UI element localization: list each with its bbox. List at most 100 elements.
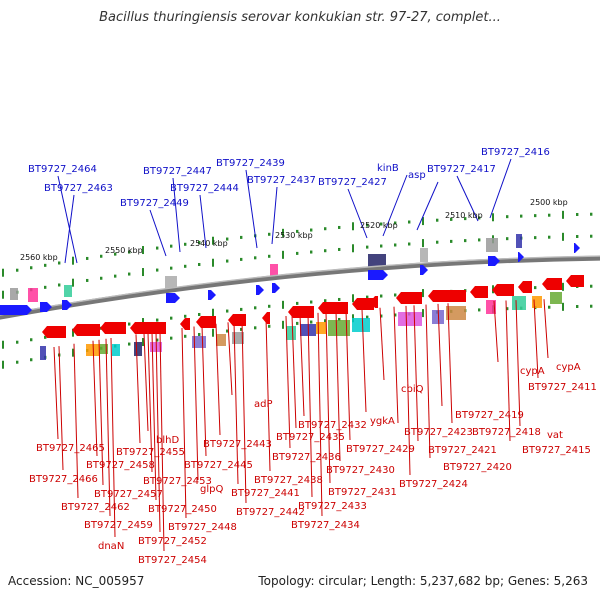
feature-box — [550, 292, 562, 304]
scale-tick — [324, 249, 327, 253]
scale-tick — [310, 300, 313, 304]
bottom-gene-label: BT9727_2411 — [528, 382, 597, 393]
kbp-label: 2550 kbp — [105, 246, 143, 255]
scale-tick — [212, 308, 214, 317]
feature-box — [232, 332, 244, 344]
feature-box — [165, 276, 177, 290]
scale-tick — [16, 360, 19, 364]
bottom-gene-label: BT9727_2431 — [328, 487, 397, 498]
top-gene-label: BT9727_2417 — [427, 164, 496, 175]
scale-tick — [30, 338, 33, 342]
bottom-gene-label: BT9727_2462 — [61, 502, 130, 513]
top-gene-label: BT9727_2437 — [247, 175, 316, 186]
forward-gene-arrow — [40, 302, 52, 312]
forward-gene-arrow — [574, 243, 580, 253]
feature-box — [516, 234, 522, 248]
accession-text: Accession: NC_005957 — [8, 574, 145, 588]
scale-tick — [282, 228, 284, 237]
scale-tick — [212, 236, 214, 245]
scale-tick — [156, 318, 159, 322]
scale-tick — [338, 297, 341, 301]
scale-tick — [44, 263, 47, 267]
scale-tick — [394, 243, 397, 247]
label-leader-line — [285, 315, 291, 449]
label-leader-line — [271, 186, 278, 245]
feature-box — [270, 264, 278, 278]
bottom-gene-label: BT9727_2441 — [231, 488, 300, 499]
scale-tick — [72, 348, 74, 357]
scale-tick — [184, 242, 187, 246]
bottom-gene-label: BT9727_2458 — [86, 460, 155, 471]
label-leader-line — [181, 328, 187, 519]
reverse-gene-arrow — [180, 318, 190, 330]
label-leader-line — [413, 305, 419, 442]
scale-tick — [534, 214, 537, 218]
feature-box — [446, 306, 466, 320]
label-leader-line — [493, 300, 499, 363]
label-leader-line — [347, 188, 368, 239]
bottom-gene-label: BT9727_2453 — [143, 476, 212, 487]
feature-box — [134, 342, 142, 356]
reverse-gene-arrow — [288, 306, 314, 318]
bottom-gene-label: BT9727_2420 — [443, 462, 512, 473]
bottom-gene-label: BT9727_2454 — [138, 555, 207, 566]
feature-box — [368, 254, 386, 268]
forward-gene-arrow — [256, 285, 264, 295]
label-leader-line — [393, 306, 399, 424]
scale-tick — [254, 306, 257, 310]
scale-tick — [58, 261, 61, 265]
bottom-gene-label: BT9727_2424 — [399, 479, 468, 490]
bottom-gene-label: BT9727_2418 — [472, 427, 541, 438]
label-leader-line — [215, 323, 221, 436]
reverse-gene-arrow — [470, 286, 488, 298]
scale-tick — [576, 212, 579, 216]
feature-box — [420, 248, 428, 262]
scale-tick — [156, 246, 159, 250]
scale-tick — [142, 338, 144, 347]
bottom-gene-label: BT9727_2455 — [116, 447, 185, 458]
scale-tick — [86, 278, 89, 282]
scale-tick — [282, 300, 284, 309]
top-gene-label: asp — [408, 170, 426, 181]
reverse-gene-arrow — [100, 322, 126, 334]
label-leader-line — [98, 339, 104, 486]
bottom-gene-label: BT9727_2434 — [291, 520, 360, 531]
bottom-gene-label: BT9727_2466 — [29, 474, 98, 485]
scale-tick — [366, 295, 369, 299]
scale-tick — [548, 305, 551, 309]
label-leader-line — [110, 337, 116, 538]
kbp-label: 2530 kbp — [275, 231, 313, 240]
top-gene-label: BT9727_2444 — [170, 183, 239, 194]
scale-tick — [352, 244, 354, 253]
bottom-gene-label: BT9727_2443 — [203, 439, 272, 450]
scale-tick — [268, 304, 271, 308]
scale-tick — [590, 284, 593, 288]
scale-tick — [422, 217, 424, 226]
scale-tick — [534, 236, 537, 240]
scale-tick — [506, 237, 509, 241]
scale-tick — [2, 290, 4, 299]
scale-tick — [114, 274, 117, 278]
scale-tick — [366, 315, 369, 319]
scale-tick — [562, 282, 564, 291]
scale-tick — [394, 221, 397, 225]
scale-tick — [380, 314, 383, 318]
feature-box — [486, 238, 498, 252]
feature-box — [10, 288, 18, 300]
reverse-gene-arrow — [566, 275, 584, 287]
label-leader-line — [425, 304, 431, 459]
scale-tick — [576, 234, 579, 238]
forward-gene-arrow — [208, 290, 216, 300]
label-leader-line — [307, 313, 313, 498]
label-leader-line — [299, 314, 305, 417]
label-leader-line — [57, 175, 78, 264]
label-leader-line — [379, 307, 385, 381]
label-leader-line — [58, 346, 64, 471]
scale-tick — [170, 244, 173, 248]
bottom-gene-label: BT9727_2436 — [272, 452, 341, 463]
label-leader-line — [489, 158, 512, 219]
bottom-gene-label: cypA — [556, 362, 581, 373]
scale-tick — [72, 278, 74, 287]
kbp-label: 2500 kbp — [530, 198, 568, 207]
scale-tick — [128, 322, 131, 326]
